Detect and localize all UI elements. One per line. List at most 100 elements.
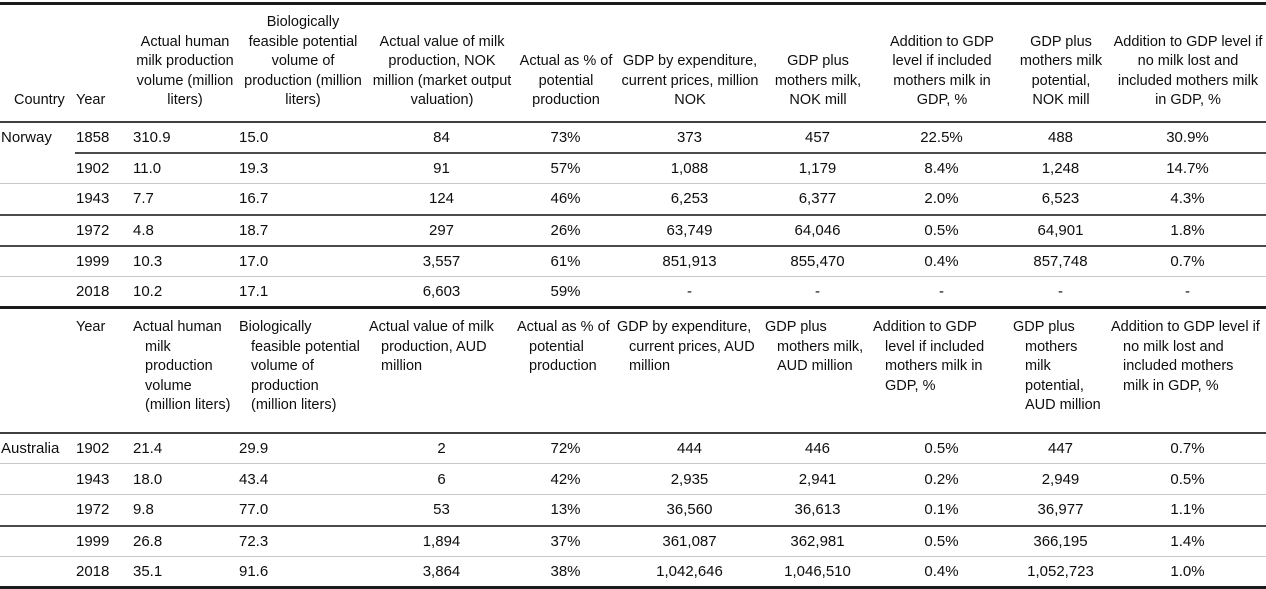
table-cell: 3,864 [368,556,516,589]
table-cell: 26.8 [132,525,238,557]
table-row: 1972 9.8 77.0 53 13% 36,560 36,613 0.1% … [0,494,1266,527]
table-row: 2018 35.1 91.6 3,864 38% 1,042,646 1,046… [0,556,1266,589]
column-header: Actual value of milk production, NOK mil… [368,3,516,123]
table-cell: 42% [516,463,616,495]
column-header: Actual value of milk production, AUD mil… [368,307,516,434]
column-header: GDP by expenditure, current prices, mill… [616,3,764,123]
table-cell: 84 [368,121,516,154]
table-cell [0,276,75,309]
table-cell: 38% [516,556,616,589]
table-cell: 2,941 [764,463,872,495]
column-header: Addition to GDP level if no milk lost an… [1110,3,1266,123]
table-cell: 6,377 [764,183,872,216]
table-cell: 1,088 [616,152,764,184]
column-header: Addition to GDP level if no milk lost an… [1110,307,1266,434]
column-header: Actual human milk production volume (mil… [132,3,238,123]
column-header: GDP plus mothers milk potential, AUD mil… [1012,307,1110,434]
table-cell: 26% [516,214,616,247]
table-cell: 1858 [75,121,132,154]
column-header: Biologically feasible potential volume o… [238,307,368,434]
table-row: Australia 1902 21.4 29.9 2 72% 444 446 0… [0,432,1266,464]
table-cell: 8.4% [872,152,1012,184]
column-header: Country [0,3,75,123]
table-cell: 91 [368,152,516,184]
table-cell: 17.0 [238,245,368,277]
table-cell: 488 [1012,121,1110,154]
table-cell: 366,195 [1012,525,1110,557]
table-cell: 36,613 [764,494,872,527]
table-cell: 7.7 [132,183,238,216]
table-cell: Norway [1,129,52,146]
table-cell: 297 [368,214,516,247]
table-cell: 1,042,646 [616,556,764,589]
table-cell: 457 [764,121,872,154]
table-cell: 29.9 [238,432,368,464]
table-cell: 11.0 [132,152,238,184]
table-cell: 2018 [75,276,132,309]
table-cell: 4.3% [1110,183,1266,216]
table-cell: 64,046 [764,214,872,247]
column-header [0,307,75,434]
table-cell [0,152,75,184]
table-cell: 1,894 [368,525,516,557]
table-cell: 64,901 [1012,214,1110,247]
table-cell: 1,046,510 [764,556,872,589]
table-cell: 6 [368,463,516,495]
table-cell: 1.0% [1110,556,1266,589]
table-cell: 46% [516,183,616,216]
column-header: Year [75,3,132,123]
table-cell [0,463,75,495]
table-cell: 0.4% [872,245,1012,277]
table-cell: 43.4 [238,463,368,495]
table-cell: Australia [0,432,75,464]
table-cell: 0.1% [872,494,1012,527]
column-header: Actual as % of potential production [516,307,616,434]
table-cell: 1902 [75,432,132,464]
table-cell: 1,052,723 [1012,556,1110,589]
column-header: Actual as % of potential production [516,3,616,123]
table-cell: 17.1 [238,276,368,309]
table-cell: 6,603 [368,276,516,309]
table-cell: 2,949 [1012,463,1110,495]
table-row: 1999 26.8 72.3 1,894 37% 361,087 362,981… [0,525,1266,557]
table-cell: 72.3 [238,525,368,557]
table-cell: 1972 [75,494,132,527]
table-cell: - [1110,276,1266,309]
table-cell: 2.0% [872,183,1012,216]
table-cell: 6,523 [1012,183,1110,216]
table-cell: 13% [516,494,616,527]
table-cell: 310.9 [132,121,238,154]
table-cell: 59% [516,276,616,309]
table-cell: 4.8 [132,214,238,247]
table-cell: 1.4% [1110,525,1266,557]
table-cell: 91.6 [238,556,368,589]
table-cell: 63,749 [616,214,764,247]
table-cell: 855,470 [764,245,872,277]
table-cell: - [1012,276,1110,309]
table-cell [0,556,75,589]
column-header: GDP by expenditure, current prices, AUD … [616,307,764,434]
table-row: 1972 4.8 18.7 297 26% 63,749 64,046 0.5%… [0,214,1266,247]
table-cell: 0.7% [1110,245,1266,277]
table-cell: 373 [616,121,764,154]
table-cell: 22.5% [872,121,1012,154]
table-cell: 1999 [75,245,132,277]
table-cell: 1943 [75,463,132,495]
table-row: 1943 18.0 43.4 6 42% 2,935 2,941 0.2% 2,… [0,463,1266,495]
table-row: 1902 11.0 19.3 91 57% 1,088 1,179 8.4% 1… [0,152,1266,184]
table-cell [0,245,75,277]
table-cell: 14.7% [1110,152,1266,184]
table-cell: 0.2% [872,463,1012,495]
table-row: 1943 7.7 16.7 124 46% 6,253 6,377 2.0% 6… [0,183,1266,216]
table-cell: - [764,276,872,309]
table-cell: 35.1 [132,556,238,589]
column-header: Addition to GDP level if included mother… [872,307,1012,434]
column-header: Biologically feasible potential volume o… [238,3,368,123]
table-cell: 10.2 [132,276,238,309]
table-cell: 1.1% [1110,494,1266,527]
table-cell: 1999 [75,525,132,557]
table-cell: 61% [516,245,616,277]
table-cell: 1.8% [1110,214,1266,247]
norway-header-row: Country Year Actual human milk productio… [0,3,1266,123]
